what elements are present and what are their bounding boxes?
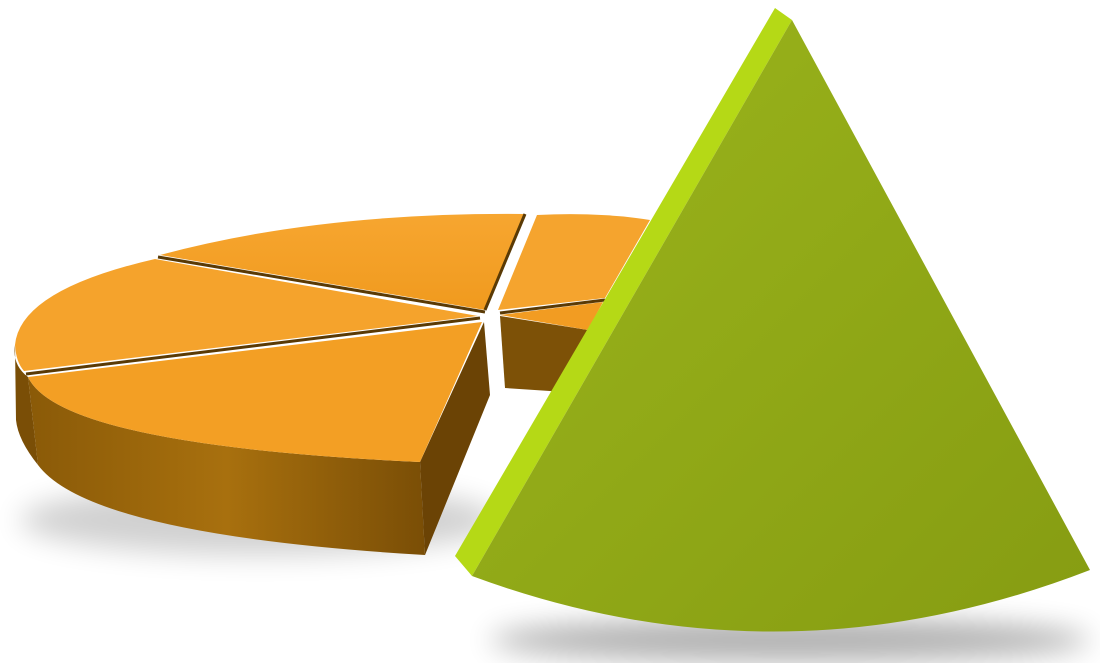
slice-line — [25, 316, 481, 376]
green-wedge — [455, 8, 1090, 632]
pie-slice — [498, 214, 650, 310]
slice-lines — [25, 213, 606, 376]
wedge-face — [472, 20, 1090, 632]
pie-slice — [15, 259, 478, 371]
pie-side — [28, 377, 425, 555]
orange-pie — [14, 213, 650, 555]
pie-slice — [500, 302, 603, 330]
pie-side — [14, 345, 38, 465]
wedge-shadow — [490, 618, 1090, 662]
wedge-edge — [455, 8, 792, 576]
pie-slice — [28, 322, 482, 462]
slice-line — [499, 298, 606, 315]
slice-line — [483, 213, 527, 311]
slice-line — [157, 255, 486, 314]
pie-cut-face — [420, 322, 490, 555]
pie-slice — [160, 213, 525, 310]
